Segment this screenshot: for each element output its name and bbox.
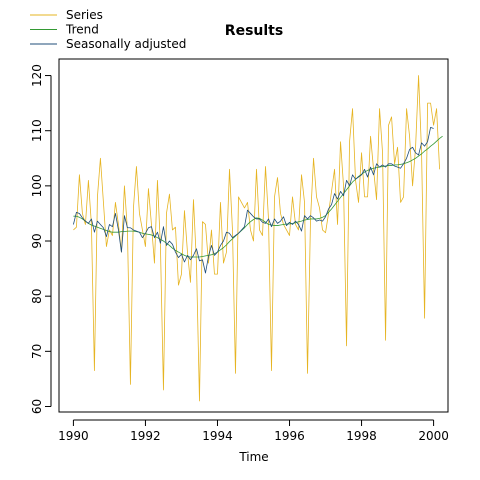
x-axis-title: Time: [238, 450, 268, 464]
series-line-2: [73, 126, 434, 274]
series-line-0: [73, 75, 440, 402]
legend-label: Seasonally adjusted: [66, 37, 186, 51]
plot-frame: [58, 58, 449, 413]
y-tick-label: 100: [30, 174, 44, 197]
chart-title: Results: [225, 23, 283, 39]
series-line-1: [73, 135, 443, 258]
x-tick-label: 1998: [346, 429, 377, 443]
legend-label: Series: [66, 8, 103, 22]
x-tick-label: 1992: [130, 429, 161, 443]
x-axis: 1990 1992 1994 1996 1998 2000: [58, 419, 449, 443]
y-tick-label: 120: [30, 64, 44, 87]
y-tick-label: 80: [30, 289, 44, 304]
y-tick-label: 70: [30, 344, 44, 359]
x-tick-label: 1990: [58, 429, 89, 443]
x-tick-label: 1994: [202, 429, 233, 443]
y-tick-label: 110: [30, 119, 44, 142]
x-tick-label: 1996: [274, 429, 305, 443]
y-tick-label: 60: [30, 399, 44, 414]
series-layer: [73, 75, 443, 402]
y-tick-label: 90: [30, 233, 44, 248]
legend-label: Trend: [65, 23, 99, 37]
y-axis: 60 70 80 90 100 110 120: [30, 64, 52, 414]
x-tick-label: 2000: [418, 429, 449, 443]
